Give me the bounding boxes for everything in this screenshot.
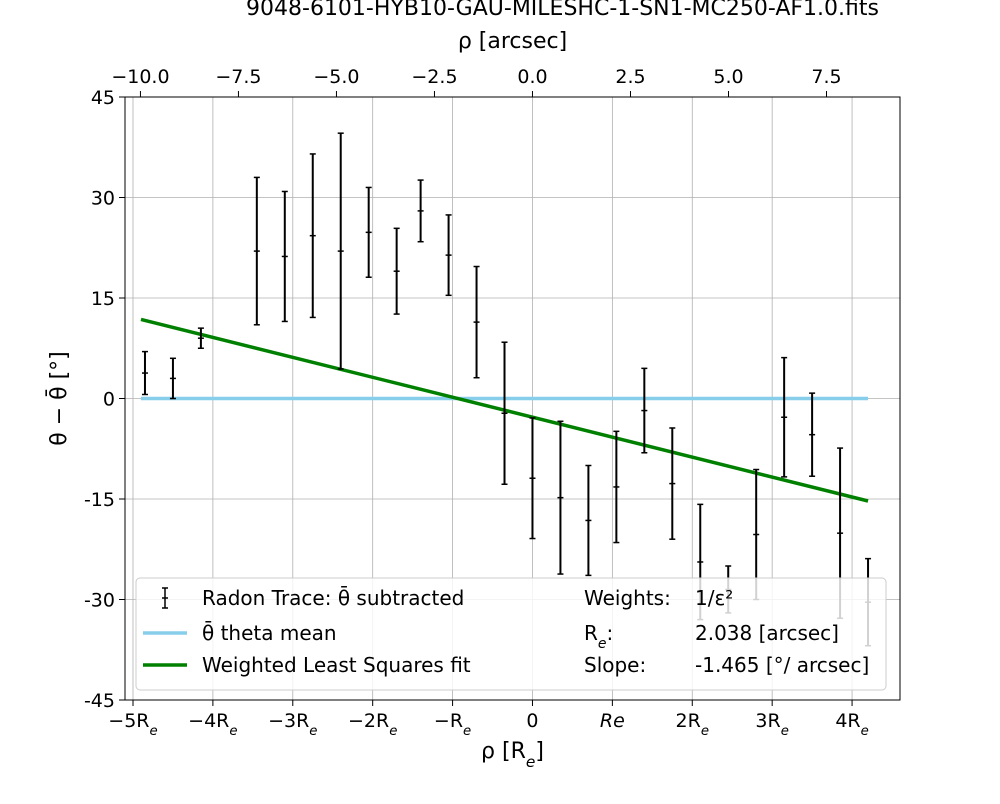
annotation-value: 2.038 [arcsec]: [695, 621, 839, 645]
legend-label: θ̄ theta mean: [202, 620, 337, 645]
legend-label: Weighted Least Squares fit: [202, 653, 471, 677]
errorbar-point: [417, 179, 424, 243]
errorbar-point: [445, 214, 452, 297]
x-axis-label: ρ [Re]: [481, 739, 544, 771]
y-tick-label: 0: [103, 389, 115, 411]
annotation-key: Weights:: [584, 586, 671, 610]
errorbar-point: [613, 430, 620, 544]
x-tick-label: −2Re: [348, 710, 397, 739]
top-x-tick-label: 2.5: [615, 66, 645, 88]
errorbar-point: [197, 327, 204, 349]
y-tick-label: -30: [84, 590, 115, 612]
errorbar-point: [557, 420, 564, 575]
errorbar-point: [641, 367, 648, 454]
annotation-value: -1.465 [°/ arcsec]: [695, 653, 869, 677]
errorbar-point: [141, 350, 148, 396]
errorbar-point: [585, 464, 592, 577]
legend-label: Radon Trace: θ̄ subtracted: [202, 585, 464, 610]
x-tick-label: Re: [600, 710, 625, 732]
y-tick-label: 45: [91, 87, 115, 109]
legend-box: [135, 577, 887, 691]
errorbar-point: [393, 227, 400, 315]
y-tick-label: -15: [84, 489, 115, 511]
annotation-key: Re:: [584, 621, 613, 652]
top-x-tick-label: 0.0: [517, 66, 547, 88]
top-x-tick-label: −7.5: [215, 66, 261, 88]
y-tick-label: 30: [91, 188, 115, 210]
top-x-tick-label: −5.0: [313, 66, 359, 88]
annotation-key: Slope:: [584, 653, 646, 677]
errorbar-point: [529, 417, 536, 540]
errorbar-point: [809, 392, 816, 477]
errorbar-point: [281, 190, 288, 323]
top-x-tick-label: −10.0: [111, 66, 169, 88]
x-tick-label: −5Re: [108, 710, 157, 739]
errorbar-point: [669, 427, 676, 540]
annotation-value: 1/ε²: [695, 586, 733, 610]
errorbar-point: [473, 265, 480, 379]
y-tick-label: 15: [91, 288, 115, 310]
axes-layer: −5Re −4Re −3Re −2Re −Re 0 Re 2Re 3Re 4Re −10.0 −7.5…: [84, 66, 869, 739]
x-tick-label: 3Re: [755, 710, 788, 739]
errorbar-point: [309, 153, 316, 319]
errorbar-point: [501, 341, 508, 486]
errorbar-point: [253, 176, 260, 326]
top-x-tick-label: 5.0: [713, 66, 743, 88]
x-tick-label: 2Re: [676, 710, 709, 739]
chart-title: 9048-6101-HYB10-GAU-MILESHC-1-SN1-MC250-…: [246, 0, 879, 21]
errorbar-point: [169, 357, 176, 400]
top-x-axis-label: ρ [arcsec]: [458, 29, 567, 54]
errorbar-point: [781, 356, 788, 478]
series-layer: [140, 132, 872, 647]
x-tick-label: −4Re: [188, 710, 237, 739]
y-tick-label: -45: [84, 690, 115, 712]
x-tick-label: −3Re: [268, 710, 317, 739]
x-tick-label: 0: [526, 710, 538, 732]
legend: Radon Trace: θ̄ subtracted θ̄ theta mean W…: [135, 577, 887, 691]
top-x-tick-label: −2.5: [411, 66, 457, 88]
x-tick-label: −Re: [434, 710, 471, 739]
top-x-tick-label: 7.5: [811, 66, 841, 88]
errorbar-point: [337, 132, 344, 370]
y-axis-label: θ − θ̄ [°]: [46, 351, 72, 446]
x-tick-label: 4Re: [835, 710, 868, 739]
errorbar-point: [365, 186, 372, 278]
